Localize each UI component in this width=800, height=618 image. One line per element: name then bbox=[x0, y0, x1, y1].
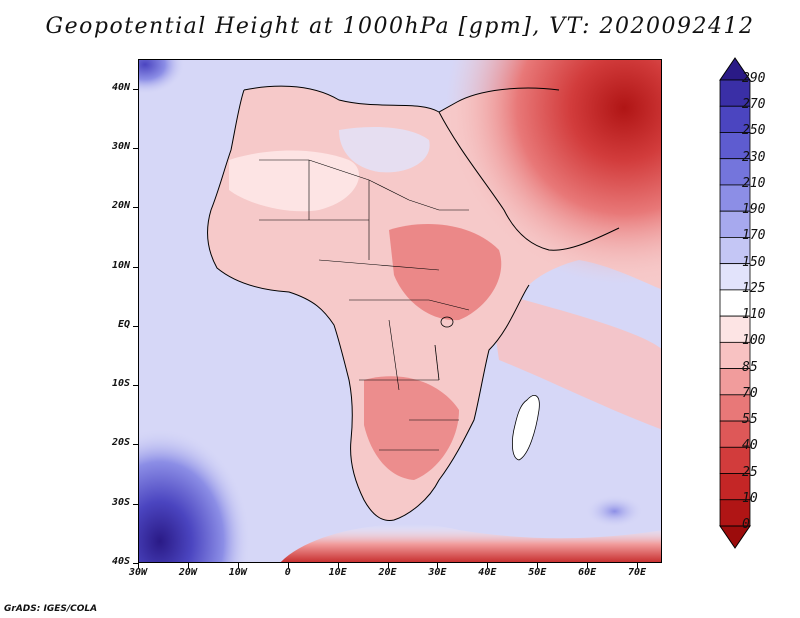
lon-tick bbox=[487, 563, 489, 568]
lat-tick bbox=[133, 147, 138, 149]
colorbar-label: 10 bbox=[742, 490, 758, 506]
colorbar bbox=[719, 57, 751, 549]
colorbar-bin bbox=[719, 368, 751, 396]
colorbar-label: 290 bbox=[742, 71, 766, 86]
colorbar-bin bbox=[719, 420, 751, 448]
lon-tick bbox=[587, 563, 589, 568]
lon-label: 30E bbox=[428, 567, 447, 578]
madagascar bbox=[511, 395, 540, 461]
lat-label: 40N bbox=[111, 81, 130, 93]
colorbar-label: 190 bbox=[742, 202, 766, 218]
footer-credit: GrADS: IGES/COLA bbox=[4, 604, 98, 614]
colorbar-bin bbox=[719, 341, 751, 369]
lon-label: 50E bbox=[528, 567, 547, 578]
map-title: Geopotential Height at 1000hPa [gpm], VT… bbox=[45, 14, 755, 39]
colorbar-bin bbox=[719, 499, 751, 527]
east-africa-high bbox=[389, 224, 502, 321]
colorbar-label: 55 bbox=[742, 412, 758, 428]
lon-label: 70E bbox=[628, 567, 647, 578]
country-borders bbox=[259, 159, 470, 451]
lon-label: 20E bbox=[378, 567, 397, 578]
low-pressure-south-indian bbox=[469, 420, 661, 530]
lon-label: 10W bbox=[228, 567, 247, 578]
lat-tick bbox=[133, 503, 138, 505]
colorbar-label: 70 bbox=[742, 385, 758, 401]
colorbar-bin bbox=[719, 210, 751, 238]
lon-tick bbox=[437, 563, 439, 568]
lat-tick bbox=[133, 207, 138, 209]
lake-victoria bbox=[440, 316, 454, 328]
lat-tick bbox=[133, 88, 138, 90]
lat-label: 20N bbox=[111, 200, 130, 212]
colorbar-label: 170 bbox=[742, 228, 766, 244]
colorbar-bin bbox=[719, 237, 751, 265]
colorbar-bin bbox=[719, 79, 751, 107]
lon-label: 20W bbox=[178, 567, 197, 578]
lon-tick bbox=[187, 563, 189, 568]
colorbar-bin bbox=[719, 473, 751, 501]
lake-tanganyika bbox=[434, 344, 440, 381]
colorbar-bin bbox=[719, 158, 751, 186]
colorbar-bin bbox=[719, 263, 751, 291]
lon-tick bbox=[537, 563, 539, 568]
lat-label: 10N bbox=[111, 259, 130, 271]
lat-tick bbox=[133, 563, 138, 564]
colorbar-label: 230 bbox=[742, 149, 766, 165]
lon-tick bbox=[387, 563, 389, 568]
lon-tick bbox=[237, 563, 239, 568]
lat-label: 10S bbox=[111, 378, 130, 390]
lon-tick bbox=[337, 563, 339, 568]
lon-label: 30W bbox=[128, 567, 148, 578]
colorbar-label: 125 bbox=[742, 280, 766, 296]
lat-tick bbox=[133, 385, 138, 387]
lon-tick bbox=[287, 563, 289, 568]
lat-tick bbox=[133, 444, 138, 446]
geopotential-map bbox=[139, 60, 661, 562]
colorbar-bin bbox=[719, 184, 751, 212]
colorbar-bin bbox=[719, 394, 751, 422]
lon-label: 60E bbox=[578, 567, 597, 578]
lat-label: 30N bbox=[111, 140, 130, 152]
southern-africa-high bbox=[364, 376, 459, 480]
lon-label: 40E bbox=[478, 567, 497, 578]
map-panel bbox=[138, 59, 662, 563]
colorbar-label: 250 bbox=[742, 123, 766, 139]
lon-label: 10E bbox=[328, 567, 347, 578]
colorbar-bin bbox=[719, 132, 751, 160]
colorbar-bin bbox=[719, 315, 751, 343]
colorbar-label: 100 bbox=[742, 333, 766, 349]
colorbar-min-arrow bbox=[719, 525, 751, 549]
lat-tick bbox=[133, 266, 138, 268]
colorbar-label: 110 bbox=[742, 307, 766, 323]
lat-label: 40S bbox=[111, 556, 130, 567]
lon-tick bbox=[637, 563, 639, 568]
colorbar-label: 210 bbox=[742, 175, 766, 191]
lon-tick bbox=[138, 563, 139, 568]
colorbar-label: 85 bbox=[742, 359, 758, 375]
colorbar-bin bbox=[719, 289, 751, 317]
lat-label: 30S bbox=[111, 496, 130, 508]
coastline bbox=[207, 85, 620, 521]
colorbar-label: 150 bbox=[742, 254, 766, 270]
colorbar-bin bbox=[719, 446, 751, 474]
colorbar-label: 25 bbox=[742, 464, 758, 480]
lon-label: 0 bbox=[284, 567, 291, 578]
lat-label: EQ bbox=[117, 318, 130, 330]
heat-low-arabia bbox=[339, 60, 661, 380]
colorbar-label: 270 bbox=[742, 97, 766, 113]
colorbar-label: 0 bbox=[742, 517, 750, 532]
southern-ridge bbox=[281, 524, 661, 562]
colorbar-label: 40 bbox=[742, 438, 758, 454]
lat-label: 20S bbox=[111, 437, 130, 449]
lat-tick bbox=[133, 325, 138, 327]
